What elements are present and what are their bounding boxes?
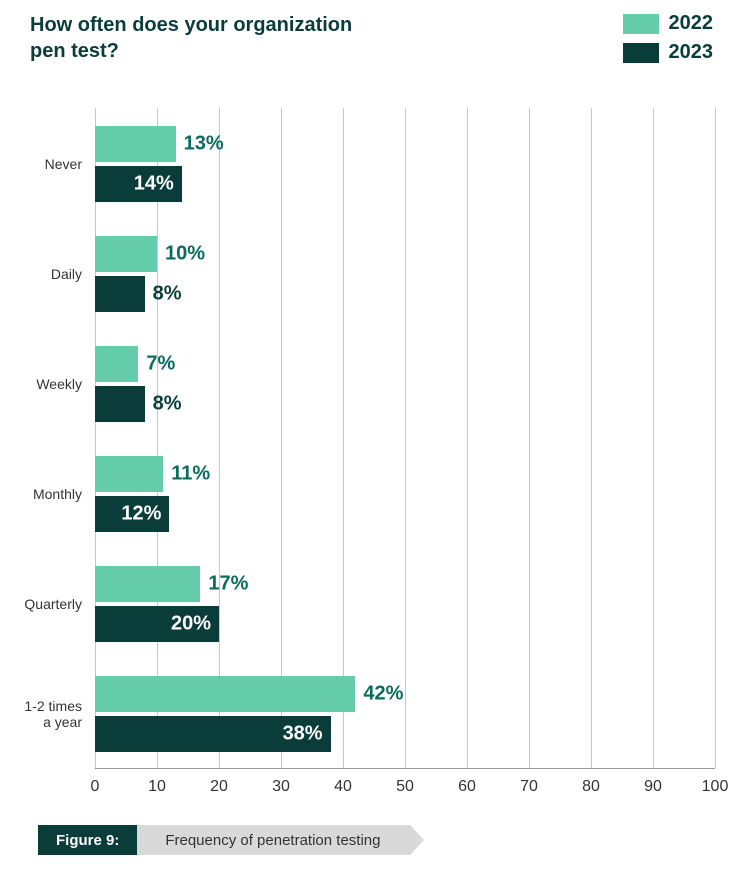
bar-value-label: 10% bbox=[165, 243, 205, 266]
x-tick-label: 90 bbox=[644, 778, 662, 796]
bar-value-label: 17% bbox=[208, 573, 248, 596]
figure-caption: Figure 9: Frequency of penetration testi… bbox=[38, 825, 410, 855]
category-label: Daily bbox=[0, 266, 82, 282]
x-tick-label: 0 bbox=[91, 778, 100, 796]
x-axis-line bbox=[95, 768, 715, 769]
legend-item: 2023 bbox=[623, 41, 714, 64]
chart-plot-area: 13%14%10%8%7%8%11%12%17%20%42%38% bbox=[95, 108, 715, 768]
bar-2023: 8% bbox=[95, 386, 145, 422]
bar-2022: 7% bbox=[95, 346, 138, 382]
category-label: Weekly bbox=[0, 376, 82, 392]
gridline bbox=[715, 108, 716, 768]
legend-label: 2023 bbox=[669, 41, 714, 64]
bar-2022: 10% bbox=[95, 236, 157, 272]
bar-2023: 12% bbox=[95, 496, 169, 532]
x-tick-label: 70 bbox=[520, 778, 538, 796]
legend-swatch bbox=[623, 43, 659, 63]
category-label: Monthly bbox=[0, 486, 82, 502]
figure-caption-text: Frequency of penetration testing bbox=[137, 825, 410, 855]
bar-2023: 14% bbox=[95, 166, 182, 202]
bar-value-label: 8% bbox=[153, 283, 182, 306]
category-label: Quarterly bbox=[0, 596, 82, 612]
legend-swatch bbox=[623, 14, 659, 34]
bar-2022: 13% bbox=[95, 126, 176, 162]
bar-2023: 38% bbox=[95, 716, 331, 752]
bar-2022: 42% bbox=[95, 676, 355, 712]
bar-value-label: 12% bbox=[121, 503, 161, 526]
bar-value-label: 20% bbox=[171, 613, 211, 636]
bar-value-label: 8% bbox=[153, 393, 182, 416]
bar-value-label: 38% bbox=[283, 723, 323, 746]
x-axis-labels: 0102030405060708090100 bbox=[95, 778, 715, 802]
chart-title: How often does your organization pen tes… bbox=[30, 12, 380, 64]
figure-number-tag: Figure 9: bbox=[38, 825, 137, 855]
x-tick-label: 30 bbox=[272, 778, 290, 796]
category-label: Never bbox=[0, 156, 82, 172]
bar-value-label: 7% bbox=[146, 353, 175, 376]
chart-bars: 13%14%10%8%7%8%11%12%17%20%42%38% bbox=[95, 108, 715, 768]
bar-2023: 20% bbox=[95, 606, 219, 642]
bar-2023: 8% bbox=[95, 276, 145, 312]
x-tick-label: 80 bbox=[582, 778, 600, 796]
x-tick-label: 60 bbox=[458, 778, 476, 796]
bar-2022: 11% bbox=[95, 456, 163, 492]
x-tick-label: 10 bbox=[148, 778, 166, 796]
legend: 2022 2023 bbox=[623, 12, 714, 64]
y-axis-labels: Never Daily Weekly Monthly Quarterly 1-2 time… bbox=[0, 108, 90, 768]
legend-item: 2022 bbox=[623, 12, 714, 35]
category-label: 1-2 timesa year bbox=[0, 698, 82, 730]
x-tick-label: 50 bbox=[396, 778, 414, 796]
x-tick-label: 40 bbox=[334, 778, 352, 796]
bar-value-label: 14% bbox=[134, 173, 174, 196]
x-tick-label: 100 bbox=[702, 778, 729, 796]
bar-2022: 17% bbox=[95, 566, 200, 602]
legend-label: 2022 bbox=[669, 12, 714, 35]
bar-value-label: 11% bbox=[171, 463, 210, 486]
x-tick-label: 20 bbox=[210, 778, 228, 796]
bar-value-label: 42% bbox=[363, 683, 403, 706]
chart-header: How often does your organization pen tes… bbox=[30, 12, 713, 64]
bar-value-label: 13% bbox=[184, 133, 224, 156]
